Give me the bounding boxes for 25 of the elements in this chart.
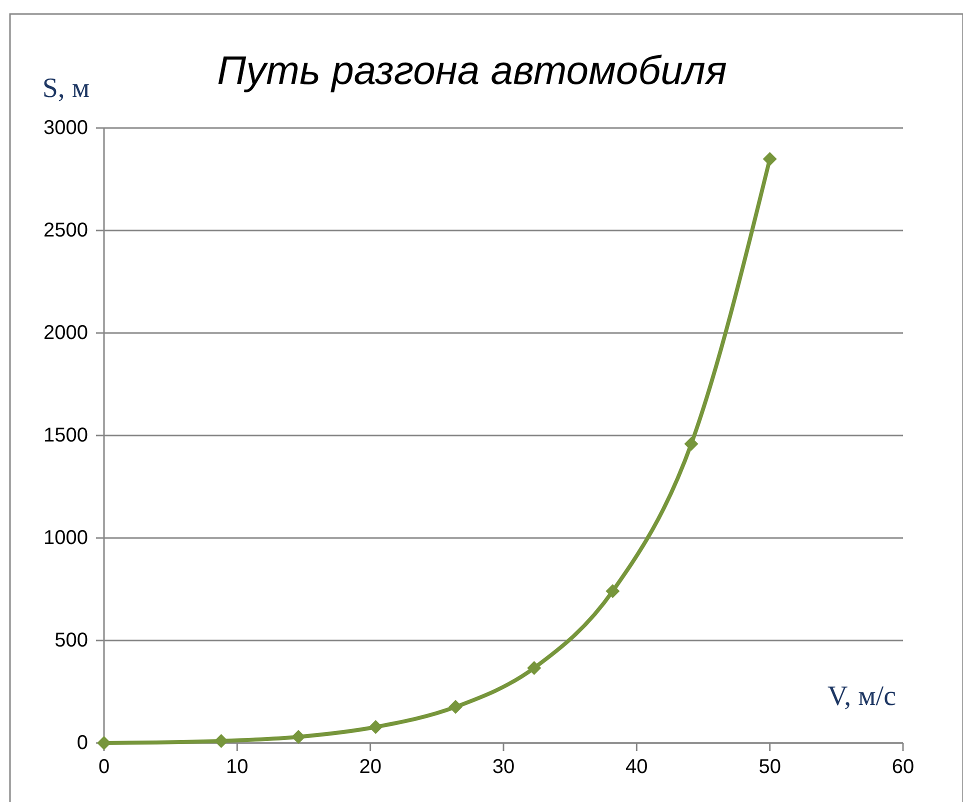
point xyxy=(368,720,383,734)
point xyxy=(291,730,306,744)
y-tick-label: 2000 xyxy=(44,322,88,344)
x-tick-label: 50 xyxy=(758,756,781,778)
y-tick-label: 1000 xyxy=(44,527,88,549)
x-axis-title: V, м/с xyxy=(827,681,896,712)
y-tick-label: 1500 xyxy=(44,424,88,446)
x-tick-label: 20 xyxy=(359,756,382,778)
x-tick-label: 10 xyxy=(226,756,248,778)
x-tick-label: 60 xyxy=(892,756,914,778)
x-tick-label: 0 xyxy=(98,756,110,778)
point xyxy=(606,584,620,598)
point xyxy=(762,152,777,166)
y-tick-label: 3000 xyxy=(44,117,88,139)
point xyxy=(214,734,228,748)
x-tick-label: 40 xyxy=(626,756,648,778)
point xyxy=(684,436,698,451)
point xyxy=(527,660,542,675)
y-axis-title: S, м xyxy=(42,73,90,104)
y-tick-label: 2500 xyxy=(44,220,88,242)
y-tick-label: 500 xyxy=(54,630,88,652)
x-tick-label: 30 xyxy=(492,756,515,778)
chart-title: Путь разгона автомобиля xyxy=(217,49,727,93)
point xyxy=(448,700,463,714)
y-tick-label: 0 xyxy=(76,732,88,754)
